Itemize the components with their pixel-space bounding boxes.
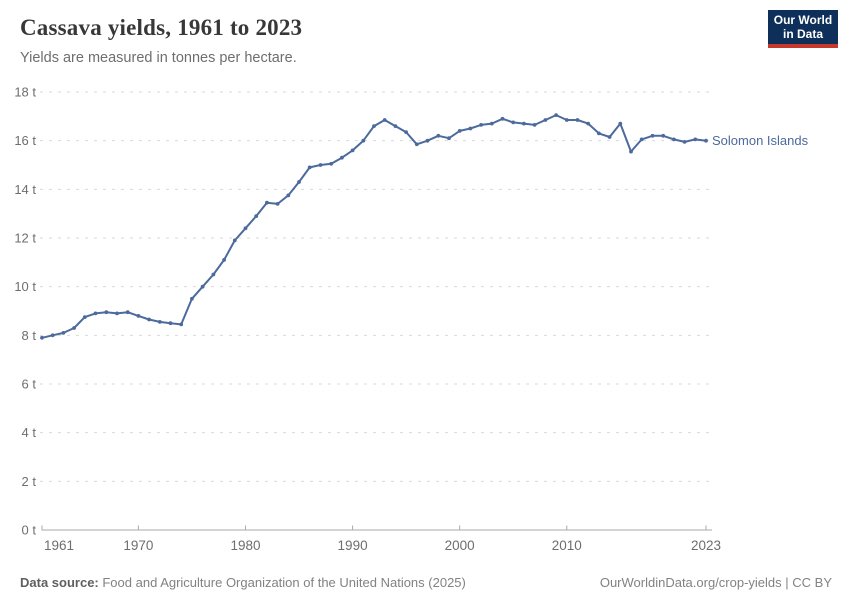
data-point-marker [72,326,76,330]
data-point-marker [350,148,355,153]
data-point-marker [554,113,558,117]
x-axis-tick-label: 1961 [44,538,74,553]
data-point-marker [661,133,666,138]
y-axis-tick-label: 10 t [14,279,36,294]
data-point-marker [618,121,623,126]
data-point-marker [522,121,526,126]
data-point-marker [447,136,451,141]
x-axis-tick-label: 2010 [552,538,582,553]
x-axis-tick-label: 2023 [691,538,721,553]
chart-subtitle: Yields are measured in tonnes per hectar… [20,50,297,66]
owid-logo[interactable]: Our World in Data [768,10,838,48]
y-axis-tick-label: 0 t [22,523,37,538]
data-point-marker [532,123,537,127]
owid-logo-line1: Our World [773,13,833,27]
data-point-marker [639,137,644,142]
data-point-marker [61,331,66,335]
data-point-marker [222,258,227,262]
data-point-marker [157,320,162,324]
data-point-marker [232,238,237,243]
data-point-marker [650,133,655,138]
data-point-marker [82,315,87,319]
data-source-label: Data source: [20,575,99,590]
x-axis-tick-label: 1970 [123,538,153,553]
data-point-marker [190,296,194,301]
data-point-marker [211,272,216,277]
data-point-marker [275,202,280,206]
series-line [41,114,707,339]
data-point-marker [393,124,398,128]
x-axis-tick-label: 1990 [338,538,368,553]
data-point-marker [125,310,130,315]
attribution-link[interactable]: OurWorldinData.org/crop-yields | CC BY [599,575,832,590]
y-axis-tick-label: 12 t [14,231,36,246]
data-point-marker [361,138,366,143]
data-point-marker [115,311,119,316]
owid-logo-line2: in Data [782,27,823,41]
data-point-marker [147,317,152,322]
data-point-marker [629,149,633,154]
data-point-marker [168,321,173,326]
data-point-marker [307,165,312,170]
y-axis-tick-label: 2 t [22,474,37,489]
data-point-marker [50,333,55,338]
data-point-marker [286,193,291,198]
data-point-marker [543,118,548,122]
data-point-marker [254,214,259,219]
data-point-marker [489,121,494,126]
data-point-marker [693,137,698,142]
data-point-marker [329,161,334,166]
x-axis-tick-label: 2000 [445,538,475,553]
data-point-marker [93,311,98,316]
data-point-marker [704,138,708,143]
data-point-marker [179,322,184,327]
data-point-marker [382,118,387,122]
data-point-marker [243,226,248,231]
y-axis-tick-label: 14 t [14,182,36,197]
data-point-marker [468,126,473,131]
data-point-marker [586,121,591,126]
data-point-marker [479,123,483,127]
x-axis-tick-label: 1980 [230,538,260,553]
data-point-marker [672,137,676,142]
data-point-marker [425,138,430,143]
data-point-marker [575,118,580,122]
data-point-marker [200,284,205,289]
y-axis-tick-label: 18 t [14,85,36,100]
y-axis-tick-label: 8 t [22,328,37,343]
data-source-text: Food and Agriculture Organization of the… [98,575,466,590]
data-point-marker [318,163,323,167]
data-point-marker [404,130,408,135]
data-point-marker [136,314,141,318]
chart-footer: Data source: Food and Agriculture Organi… [0,569,850,593]
data-point-marker [511,120,516,125]
data-point-marker [500,116,505,121]
data-point-marker [436,133,441,138]
data-point-marker [372,124,376,128]
data-point-marker [607,135,612,139]
data-point-marker [40,335,44,340]
data-point-marker [297,180,301,184]
data-point-marker [457,129,462,133]
data-source-note: Data source: Food and Agriculture Organi… [20,575,466,590]
data-point-marker [682,140,687,144]
data-point-marker [597,131,601,136]
data-point-marker [414,142,419,147]
series-end-label[interactable]: Solomon Islands [712,133,809,148]
y-axis-tick-label: 16 t [14,133,36,148]
data-point-marker [265,200,269,205]
y-axis-tick-label: 6 t [22,377,37,392]
y-axis-tick-label: 4 t [22,425,37,440]
chart-title: Cassava yields, 1961 to 2023 [20,15,303,40]
data-point-marker [564,118,569,122]
data-point-marker [340,155,344,160]
data-point-marker [104,310,109,315]
